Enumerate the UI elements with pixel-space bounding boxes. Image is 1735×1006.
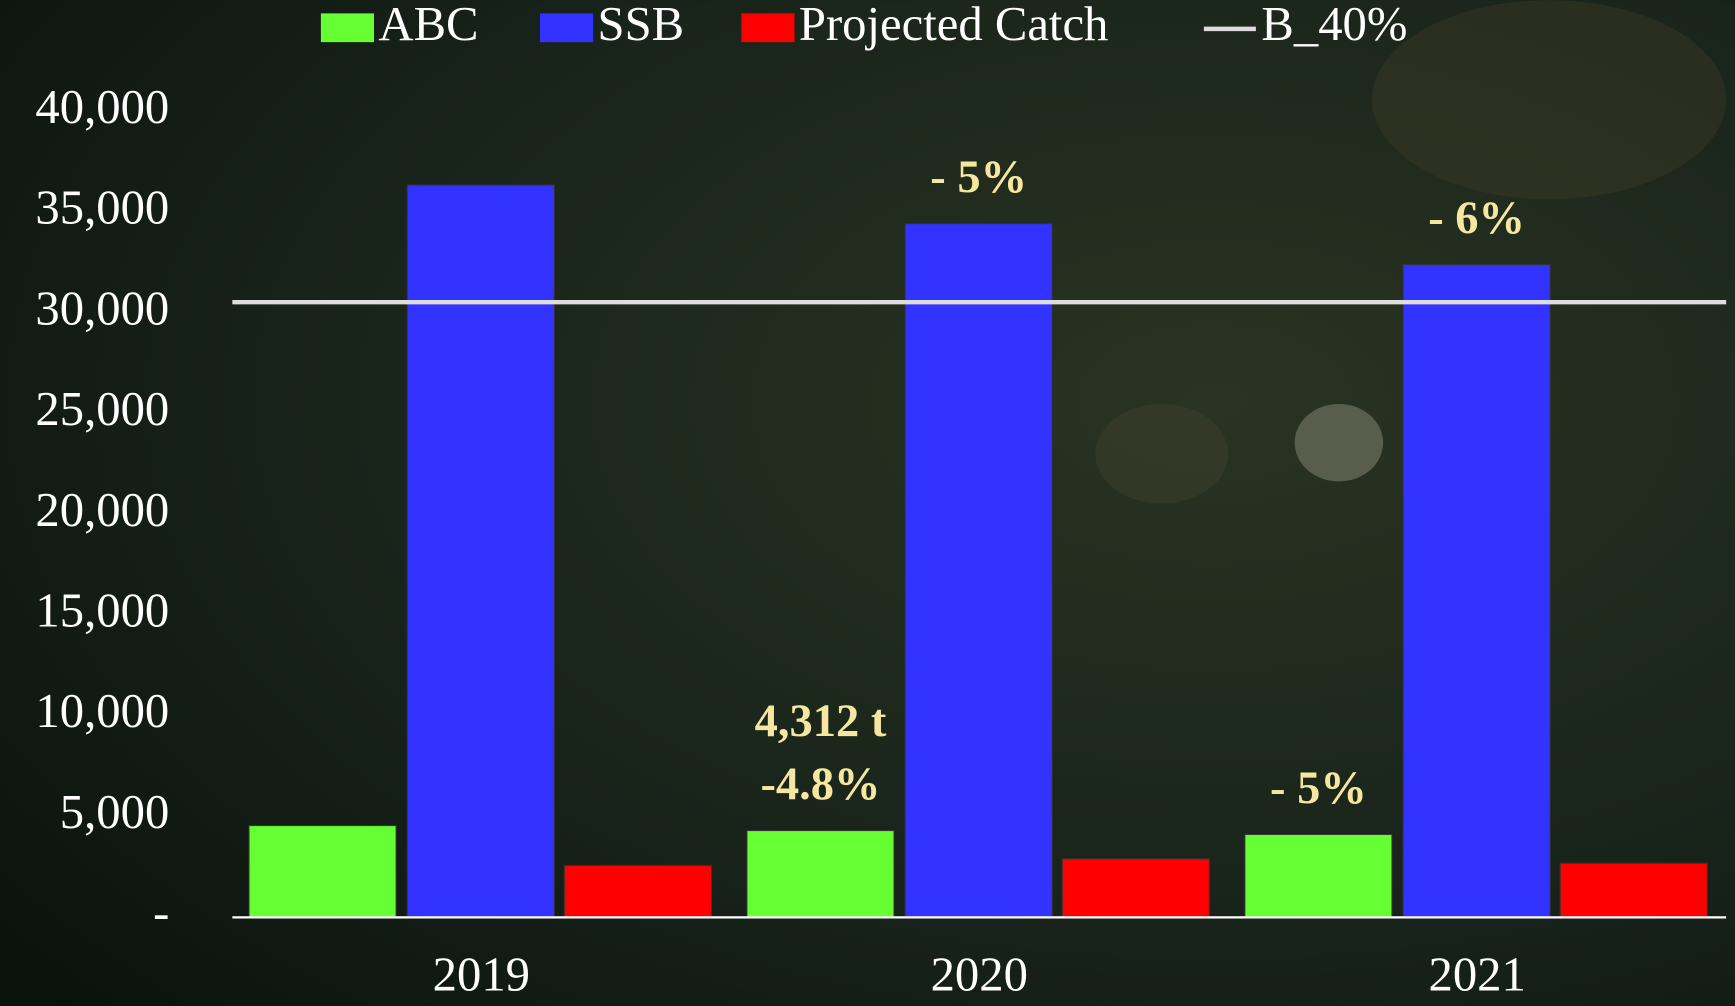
- y-tick-label: 25,000: [35, 382, 169, 436]
- legend-swatch: [741, 13, 795, 43]
- annotation: 4,312 t: [755, 696, 887, 747]
- x-tick-label: 2020: [931, 948, 1028, 1002]
- annotation: - 5%: [930, 152, 1027, 203]
- legend-label: ABC: [378, 0, 478, 51]
- legend-label: Projected Catch: [799, 0, 1108, 51]
- bar: [563, 864, 713, 918]
- bar: [248, 825, 397, 918]
- y-tick-label: 30,000: [35, 281, 169, 335]
- bar: [406, 184, 555, 918]
- y-tick-label: 35,000: [35, 181, 169, 235]
- bar: [1402, 263, 1551, 918]
- y-tick-label: 15,000: [35, 583, 169, 637]
- annotation: - 5%: [1270, 763, 1367, 814]
- legend-swatch: [539, 13, 594, 43]
- background-sponge: [1294, 403, 1384, 482]
- legend-label: SSB: [598, 0, 685, 51]
- legend-swatch: [320, 13, 374, 43]
- annotation: -4.8%: [760, 759, 880, 810]
- bar: [1061, 858, 1210, 918]
- y-tick-label: 5,000: [60, 785, 170, 839]
- y-tick-label: 10,000: [35, 684, 169, 738]
- bar: [1559, 862, 1708, 918]
- background-coral: [1372, 0, 1727, 200]
- y-tick-label: 40,000: [35, 80, 169, 134]
- annotation: - 6%: [1428, 193, 1525, 244]
- bar: [904, 223, 1053, 918]
- y-tick-label: 20,000: [35, 483, 169, 537]
- x-tick-label: 2019: [433, 948, 530, 1002]
- bar: [1244, 833, 1393, 918]
- y-tick-label: -: [153, 886, 169, 940]
- legend-label: B_40%: [1261, 0, 1407, 51]
- bar: [746, 829, 895, 918]
- x-tick-label: 2021: [1429, 948, 1526, 1002]
- background-rock: [1095, 403, 1229, 504]
